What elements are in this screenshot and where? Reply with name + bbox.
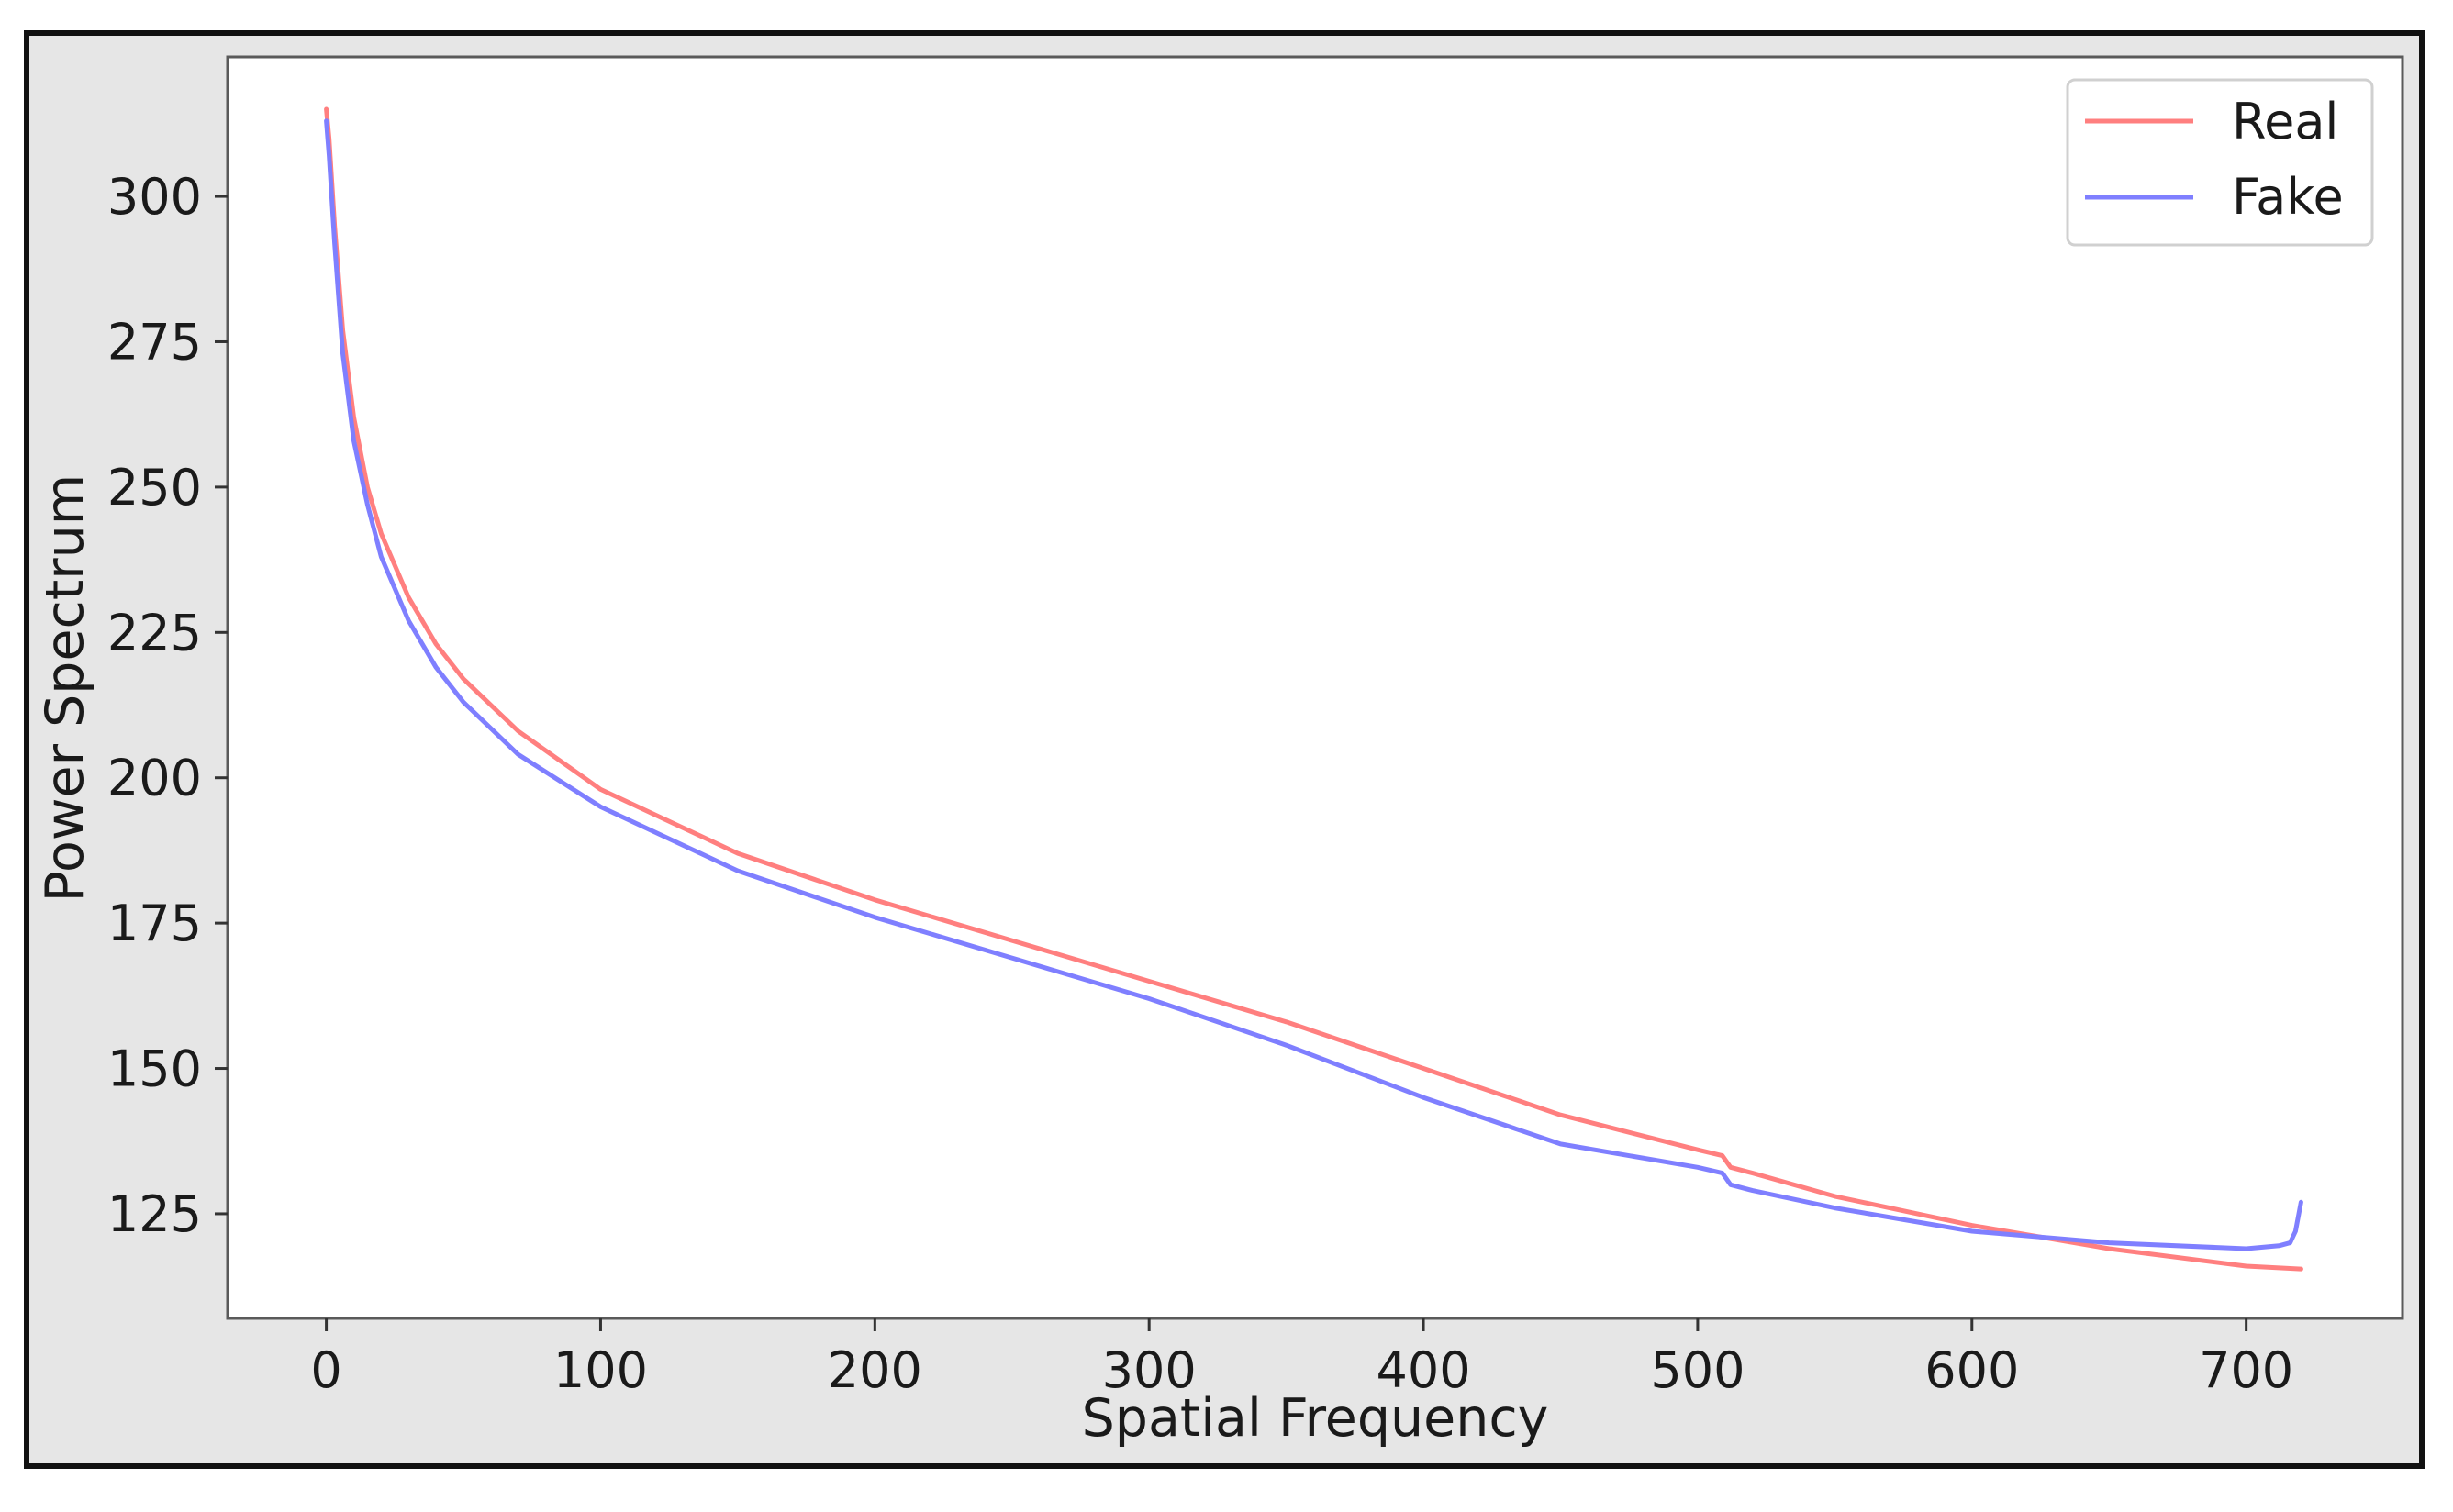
x-axis: 0 100 200 300 400 500 600 700 xyxy=(310,1318,2293,1399)
legend-label-fake: Fake xyxy=(2232,168,2344,226)
x-tick-label: 200 xyxy=(828,1341,922,1399)
y-tick-label: 300 xyxy=(107,168,202,226)
x-tick-label: 0 xyxy=(310,1341,341,1399)
x-tick-label: 700 xyxy=(2199,1341,2293,1399)
x-axis-label: Spatial Frequency xyxy=(1082,1388,1549,1449)
legend: Real Fake xyxy=(2068,80,2372,245)
y-tick-label: 175 xyxy=(107,895,202,952)
y-tick-label: 250 xyxy=(107,459,202,517)
y-axis: 125 150 175 200 225 250 275 300 xyxy=(107,168,228,1243)
x-tick-label: 500 xyxy=(1650,1341,1745,1399)
y-tick-label: 200 xyxy=(107,750,202,807)
y-axis-label: Power Spectrum xyxy=(35,474,95,903)
x-tick-label: 600 xyxy=(1924,1341,2019,1399)
y-tick-label: 225 xyxy=(107,604,202,662)
legend-label-real: Real xyxy=(2232,93,2338,150)
y-tick-label: 275 xyxy=(107,313,202,371)
y-tick-label: 150 xyxy=(107,1040,202,1098)
y-tick-label: 125 xyxy=(107,1185,202,1243)
x-tick-label: 100 xyxy=(553,1341,648,1399)
